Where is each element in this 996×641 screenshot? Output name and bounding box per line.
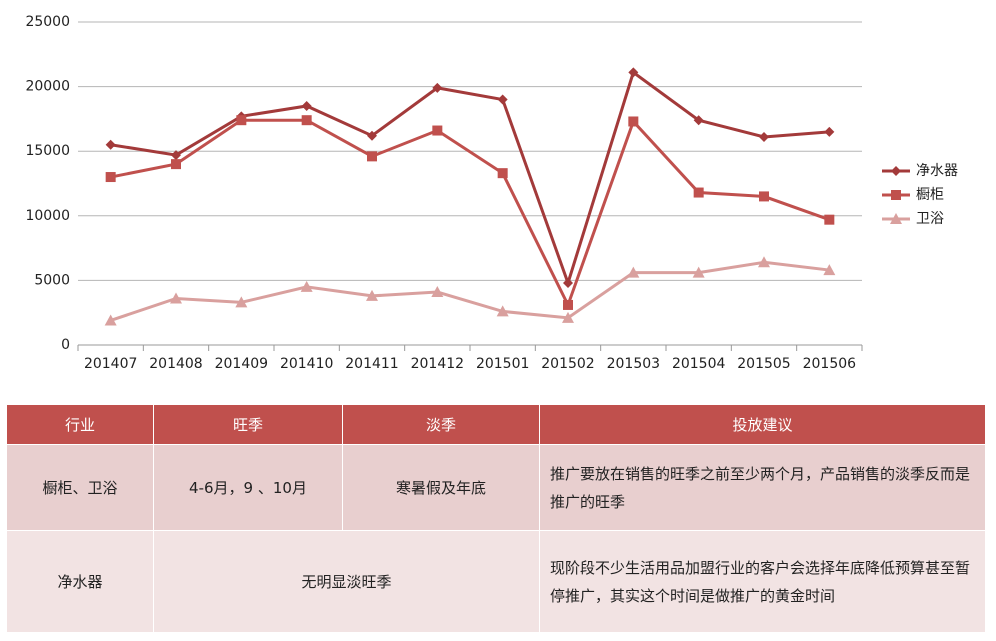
x-tick-label: 201502 <box>541 356 594 372</box>
marker <box>235 296 248 308</box>
marker <box>432 125 443 136</box>
table-header: 行业 旺季 淡季 投放建议 <box>6 404 986 445</box>
marker <box>367 151 377 162</box>
season-table: 行业 旺季 淡季 投放建议 橱柜、卫浴 4-6月，9 、10月 寒暑假及年底 推… <box>6 404 986 633</box>
y-tick-label: 5000 <box>34 272 70 288</box>
marker <box>171 150 181 161</box>
marker <box>759 191 769 202</box>
marker <box>300 280 313 292</box>
y-tick-label: 10000 <box>25 208 70 224</box>
x-tick-label: 201408 <box>149 356 202 372</box>
marker <box>628 67 639 78</box>
marker <box>496 305 509 317</box>
x-tick-label: 201411 <box>345 356 398 372</box>
marker <box>431 286 444 298</box>
table-row: 橱柜、卫浴 4-6月，9 、10月 寒暑假及年底 推广要放在销售的旺季之前至少两… <box>6 444 986 531</box>
x-tick-label: 201501 <box>476 356 529 372</box>
marker <box>823 264 836 276</box>
x-tick-label: 201412 <box>411 356 464 372</box>
y-tick-label: 25000 <box>25 14 70 30</box>
header-cell: 淡季 <box>342 404 540 445</box>
marker <box>432 82 443 93</box>
marker <box>104 314 117 326</box>
marker <box>105 172 116 183</box>
x-tick-label: 201506 <box>803 356 857 372</box>
series-line <box>110 69 830 288</box>
marker <box>367 130 377 141</box>
x-tick-label: 201503 <box>607 356 660 372</box>
x-tick-label: 201407 <box>84 356 137 372</box>
cell: 寒暑假及年底 <box>342 444 540 531</box>
x-tick-label: 201504 <box>672 356 726 372</box>
marker <box>824 214 835 225</box>
legend-label: 卫浴 <box>916 211 944 227</box>
marker <box>891 166 901 176</box>
cell: 无明显淡旺季 <box>153 530 540 633</box>
cell: 净水器 <box>6 530 154 633</box>
marker <box>105 139 116 150</box>
series-line <box>110 118 830 309</box>
marker <box>497 168 508 179</box>
legend-label: 橱柜 <box>916 187 944 203</box>
y-tick-label: 15000 <box>25 143 70 159</box>
y-tick-label: 0 <box>61 337 70 353</box>
cell: 推广要放在销售的旺季之前至少两个月，产品销售的淡季反而是推广的旺季 <box>539 444 986 531</box>
marker <box>693 115 704 126</box>
chart: 0 5000 10000 15000 20000 25000 201407 201408 201… <box>25 14 958 372</box>
cell: 现阶段不少生活用品加盟行业的客户会选择年底降低预算甚至暂停推广，其实这个时间是做… <box>539 530 986 633</box>
marker <box>692 266 705 278</box>
marker <box>824 126 835 137</box>
x-tick-label: 201410 <box>280 356 333 372</box>
header-cell: 旺季 <box>153 404 343 445</box>
marker <box>171 159 181 170</box>
x-tick-label: 201505 <box>737 356 790 372</box>
marker <box>759 131 769 142</box>
cell: 4-6月，9 、10月 <box>153 444 343 531</box>
x-tick-label: 201409 <box>215 356 268 372</box>
series-line <box>110 260 830 322</box>
marker <box>693 187 704 198</box>
marker <box>563 299 573 310</box>
marker <box>170 292 182 304</box>
marker <box>562 311 574 323</box>
marker <box>563 277 573 288</box>
marker <box>627 266 640 278</box>
header-cell: 投放建议 <box>539 404 986 445</box>
header-cell: 行业 <box>6 404 154 445</box>
marker <box>628 116 639 127</box>
marker <box>366 289 378 301</box>
marker <box>301 100 312 111</box>
marker <box>890 213 902 224</box>
table-row: 净水器 无明显淡旺季 现阶段不少生活用品加盟行业的客户会选择年底降低预算甚至暂停… <box>6 530 986 633</box>
cell: 橱柜、卫浴 <box>6 444 154 531</box>
y-tick-label: 20000 <box>25 79 70 95</box>
marker <box>891 190 901 200</box>
marker <box>236 115 247 126</box>
marker <box>497 94 508 105</box>
marker <box>301 115 312 126</box>
legend-label: 净水器 <box>916 163 958 179</box>
marker <box>758 256 770 268</box>
